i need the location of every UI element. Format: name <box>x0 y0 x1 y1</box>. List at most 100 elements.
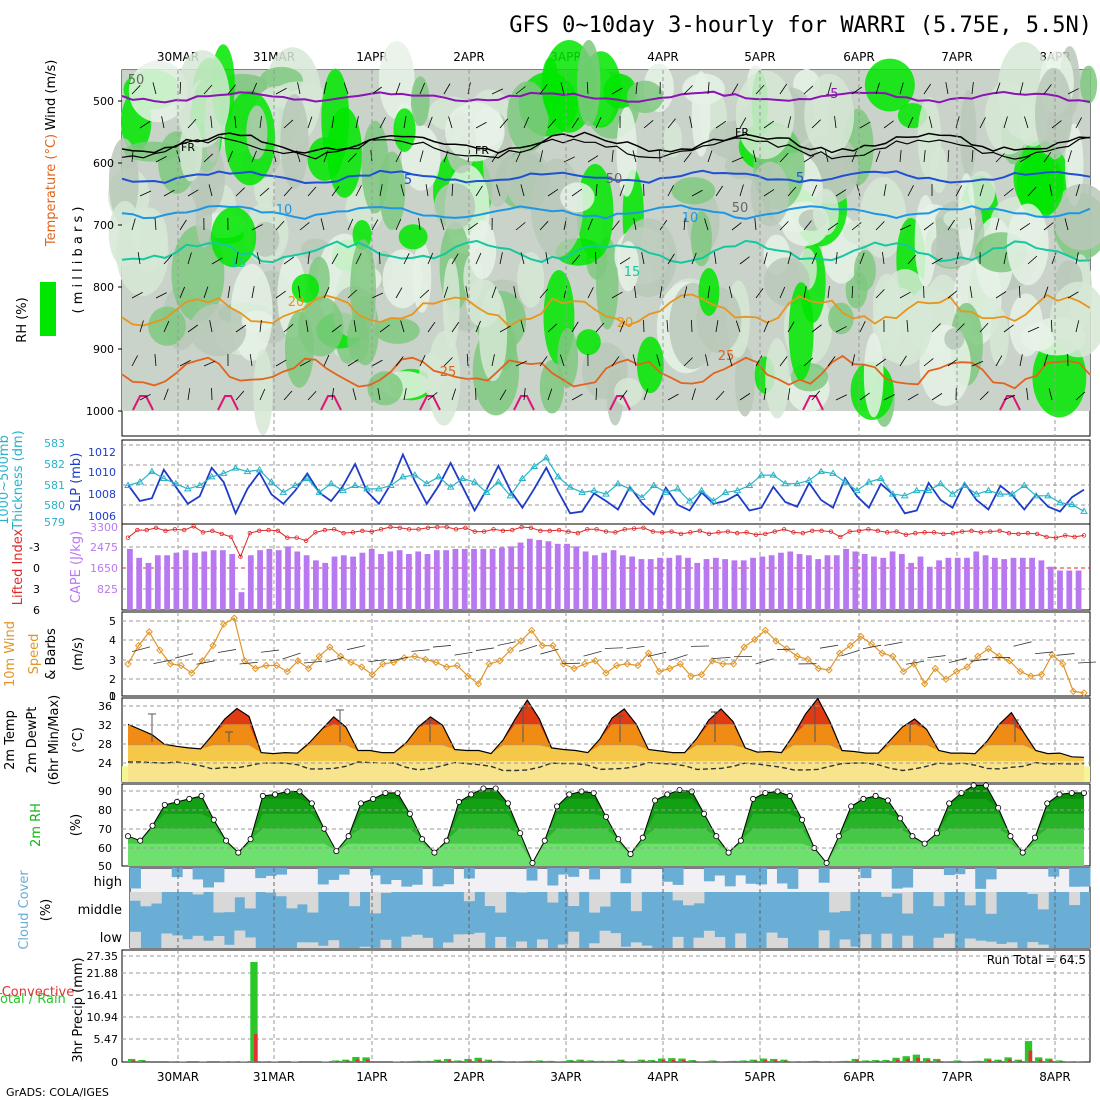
cloud-low-gap <box>850 946 861 948</box>
cloud-high-bar <box>954 868 966 875</box>
wind-barb <box>131 218 136 231</box>
cloud-low-gap <box>735 933 747 948</box>
cloud-low-gap <box>244 937 256 948</box>
rh-marker <box>541 837 548 844</box>
li-marker <box>753 532 759 537</box>
thickness-marker <box>673 484 682 492</box>
li-marker <box>838 534 843 540</box>
wind-barb <box>1018 285 1021 299</box>
wind-speed-marker <box>1048 651 1056 659</box>
precip-convective-bar <box>1008 1059 1012 1062</box>
rh-marker <box>835 833 842 840</box>
thickness-marker <box>267 478 276 485</box>
wind-barb <box>368 659 387 663</box>
cape-bar <box>266 548 273 610</box>
li-marker <box>650 529 656 534</box>
wind-barb <box>635 82 638 95</box>
bottom-date-label: 4APR <box>647 1070 678 1084</box>
rh-marker <box>737 837 744 844</box>
wind-barb <box>995 291 1007 299</box>
li-marker <box>697 528 702 534</box>
cape-bar <box>778 552 784 610</box>
wind-barb <box>163 189 175 197</box>
wind-barb <box>154 354 157 367</box>
chart-title: GFS 0~10day 3-hourly for WARRI (5.75E, 5… <box>509 13 1092 38</box>
wind-barb <box>715 120 727 129</box>
wind-barb <box>1027 326 1040 333</box>
wind-barb <box>496 184 501 197</box>
wind-barb <box>203 286 209 299</box>
rh-blob <box>128 60 188 123</box>
thickness-marker <box>817 467 825 475</box>
wind-speed-marker <box>729 660 738 668</box>
wind-barb <box>707 82 710 95</box>
cape-bar <box>415 551 422 610</box>
thickness-marker <box>231 464 240 471</box>
wind-barb <box>259 388 266 401</box>
cloud-low-gap <box>443 942 454 948</box>
wind-speed-marker <box>708 657 716 665</box>
wind-barb <box>611 150 614 163</box>
wind-barb <box>379 184 383 197</box>
wind-barb <box>923 222 934 231</box>
cloud-mid-gap <box>839 892 851 912</box>
wind-speed-marker <box>782 644 791 653</box>
cape-bar <box>843 548 849 610</box>
tick-label: 3 <box>109 654 116 667</box>
cloud-low-gap <box>182 939 194 948</box>
cape-bar <box>805 555 812 610</box>
wind-barb <box>466 353 469 367</box>
cloud-low-gap <box>328 940 340 948</box>
rh-marker <box>455 798 462 805</box>
wind-barb <box>208 184 213 197</box>
wind-speed-marker <box>1005 657 1014 665</box>
wind-barb <box>923 358 934 367</box>
li-marker <box>603 529 609 534</box>
wind-speed-marker <box>559 660 568 668</box>
cloud-level-middle: middle <box>78 903 122 918</box>
cloud-high-bar <box>380 868 392 885</box>
rh-blob <box>189 303 247 357</box>
wind-speed-marker <box>304 664 313 673</box>
cape-bar <box>768 555 775 610</box>
wind-barb <box>152 82 157 95</box>
li-marker <box>444 524 449 530</box>
rh-marker <box>308 800 315 807</box>
panel-frame <box>121 949 1091 1063</box>
wind-speed-marker <box>145 628 153 636</box>
wind-barb <box>571 254 581 265</box>
thickness-marker <box>566 483 575 490</box>
wind-barb <box>371 86 382 95</box>
thickness-marker <box>900 491 909 499</box>
precip-convective-bar <box>753 1060 758 1062</box>
wind-barb <box>155 292 167 299</box>
cloud-low-gap <box>1037 944 1049 948</box>
panel-frame <box>121 439 1091 525</box>
wind-barb <box>611 356 620 367</box>
temp-axis-label-2: 2m DewPt <box>25 707 40 774</box>
rh-marker <box>615 836 622 843</box>
thickness-marker <box>912 486 921 494</box>
thickness-marker <box>303 474 312 482</box>
slp-axis-label: SLP (mb) <box>69 453 84 512</box>
cloud-high-bar <box>192 868 204 880</box>
wind-barb <box>1026 388 1029 401</box>
wind-speed-marker <box>251 664 260 673</box>
li-marker <box>1072 534 1077 540</box>
wind-barb <box>1003 324 1014 333</box>
rh-marker <box>1031 834 1038 841</box>
tick-label: 2 <box>109 673 116 686</box>
cape-bar <box>908 562 915 610</box>
precip-convective-bar <box>977 1061 982 1062</box>
wind-barb <box>875 358 886 367</box>
li-marker <box>303 538 309 543</box>
wind-barb <box>491 88 504 95</box>
wind-barb <box>1043 84 1052 95</box>
precip-convective-bar <box>427 1061 431 1062</box>
wind-barb <box>763 320 769 333</box>
cape-bar <box>852 551 859 610</box>
rh-marker <box>590 789 597 796</box>
wind-barb <box>611 220 620 231</box>
wind-barb <box>571 321 579 333</box>
wind-speed-marker <box>920 680 929 688</box>
